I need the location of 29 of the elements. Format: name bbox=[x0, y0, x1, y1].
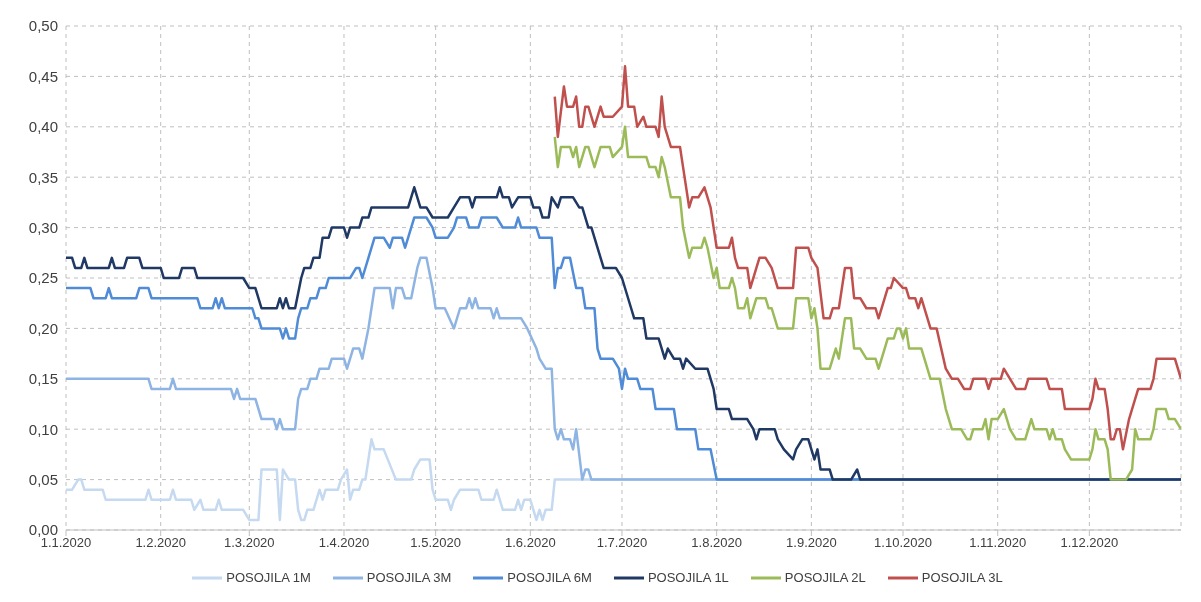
y-tick-label: 0,50 bbox=[28, 17, 58, 35]
y-tick-label: 0,35 bbox=[28, 168, 58, 186]
x-tick-label: 1.4.2020 bbox=[318, 535, 370, 551]
x-tick-label: 1.3.2020 bbox=[223, 535, 275, 551]
x-tick-label: 1.7.2020 bbox=[596, 535, 648, 551]
legend-label: POSOJILA 6M bbox=[507, 570, 592, 585]
y-tick-label: 0,40 bbox=[28, 118, 58, 136]
line-series bbox=[553, 65, 1181, 451]
y-tick-label: 0,10 bbox=[28, 420, 58, 438]
x-tick-label: 1.9.2020 bbox=[786, 535, 837, 551]
y-tick-label: 0,30 bbox=[28, 218, 58, 236]
y-tick-label: 0,45 bbox=[28, 67, 58, 85]
legend-label: POSOJILA 3M bbox=[366, 570, 452, 585]
x-tick-label: 1.2.2020 bbox=[135, 535, 186, 551]
y-tick-label: 0,05 bbox=[28, 470, 58, 488]
legend-label: POSOJILA 3L bbox=[921, 570, 1003, 585]
line-series bbox=[553, 125, 1181, 481]
x-tick-label: 1.5.2020 bbox=[410, 535, 461, 551]
x-tick-label: 1.11.2020 bbox=[969, 535, 1027, 551]
y-tick-label: 0,15 bbox=[28, 370, 58, 388]
x-tick-label: 1.8.2020 bbox=[691, 535, 742, 551]
legend-label: POSOJILA 2L bbox=[784, 570, 866, 585]
y-tick-label: 0,25 bbox=[28, 269, 58, 287]
x-tick-label: 1.12.2020 bbox=[1060, 535, 1119, 551]
legend-label: POSOJILA 1L bbox=[647, 570, 729, 585]
legend-label: POSOJILA 1M bbox=[226, 570, 311, 585]
x-tick-label: 1.6.2020 bbox=[505, 535, 556, 551]
y-tick-label: 0,20 bbox=[28, 319, 58, 337]
x-tick-label: 1.10.2020 bbox=[874, 535, 932, 551]
